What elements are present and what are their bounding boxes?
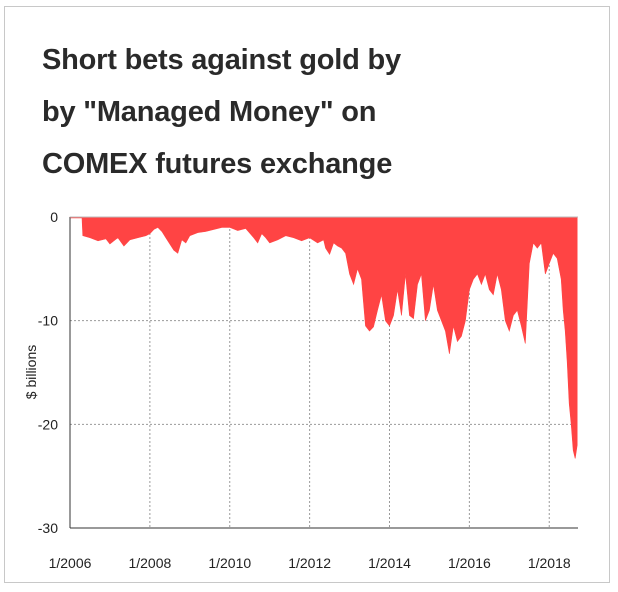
- y-tick-label-0: 0: [50, 209, 58, 225]
- y-tick-label-2: -20: [38, 416, 58, 432]
- y-tick-label-1: -10: [38, 313, 58, 329]
- grid-lines: [70, 217, 578, 528]
- short-bets-area: [69, 216, 578, 459]
- x-tick-label-0: 1/2006: [49, 555, 92, 571]
- y-tick-labels: 0 -10 -20 -30: [38, 209, 58, 536]
- title-line-2: by "Managed Money" on: [42, 96, 377, 128]
- x-tick-label-2: 1/2010: [208, 555, 251, 571]
- title-line-1: Short bets against gold by: [42, 44, 401, 76]
- x-tick-label-6: 1/2018: [528, 555, 571, 571]
- x-tick-label-1: 1/2008: [128, 555, 171, 571]
- x-tick-label-4: 1/2014: [368, 555, 411, 571]
- x-tick-label-3: 1/2012: [288, 555, 331, 571]
- axes: [69, 216, 578, 529]
- y-axis-label: $ billions: [23, 345, 39, 399]
- title-line-3: COMEX futures exchange: [42, 148, 393, 180]
- y-tick-label-3: -30: [38, 520, 58, 536]
- chart-title: Short bets against gold by by "Managed M…: [42, 34, 401, 190]
- x-tick-label-5: 1/2016: [448, 555, 491, 571]
- x-tick-labels: 1/2006 1/2008 1/2010 1/2012 1/2014 1/2016 1/20…: [49, 555, 571, 571]
